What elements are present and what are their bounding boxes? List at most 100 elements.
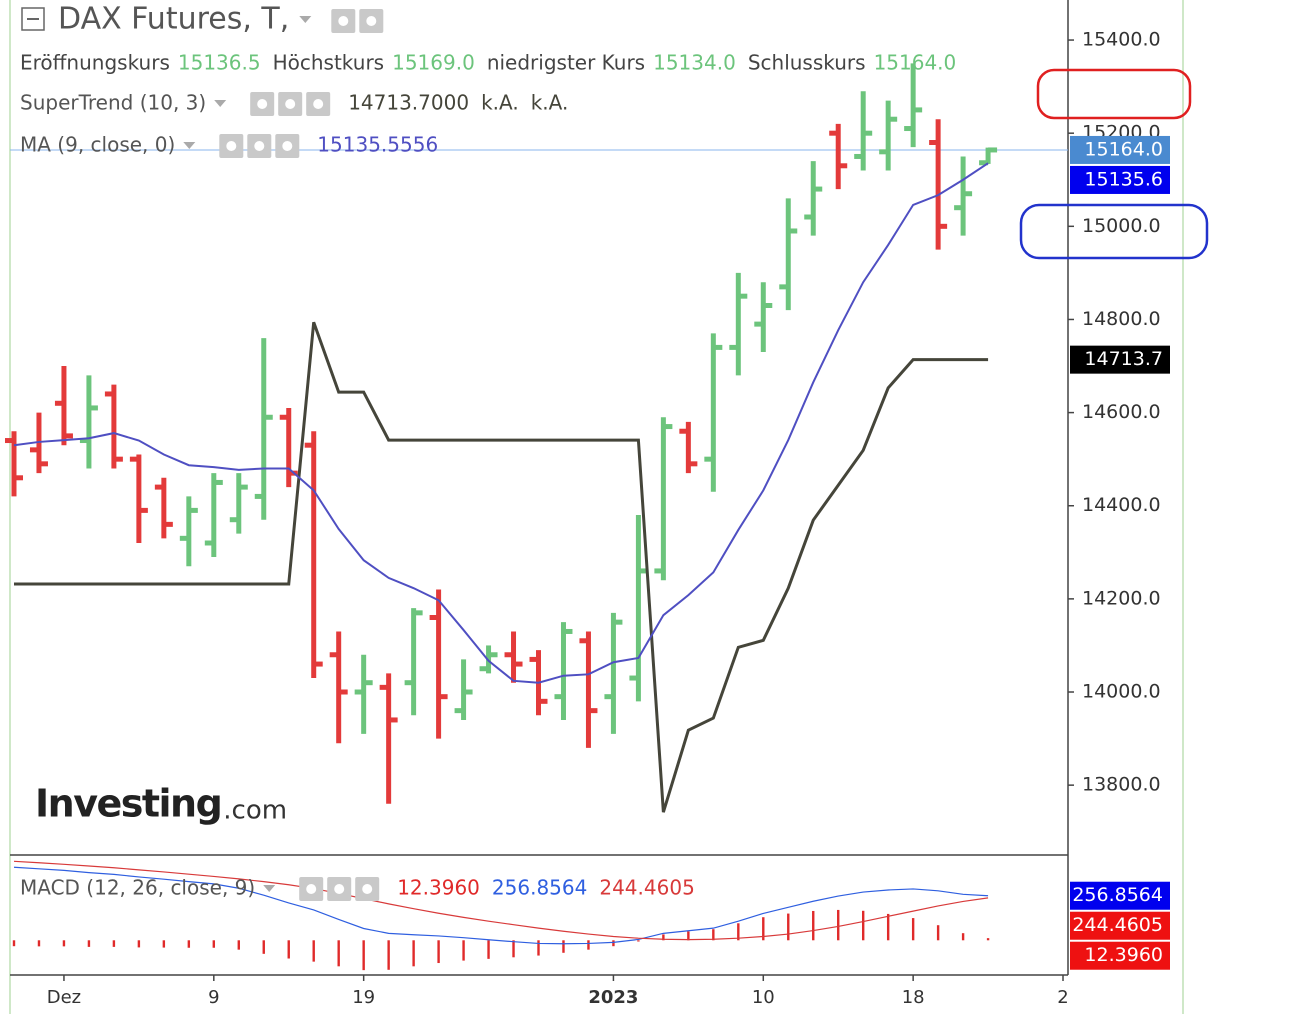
legend-icon-glyph <box>366 16 377 26</box>
histogram-bar <box>437 940 440 964</box>
dropdown-caret[interactable] <box>299 16 312 23</box>
macd-line <box>13 860 989 941</box>
macd-title: MACD (12, 26, close, 9) <box>20 876 255 900</box>
price-tag <box>1070 941 1170 970</box>
legend-series-value: k.A. <box>531 91 569 115</box>
legend-value: 15134.0 <box>653 51 736 75</box>
histogram-bar <box>337 940 340 967</box>
legend-value: 15164.0 <box>874 51 957 75</box>
histogram-bar <box>612 940 615 947</box>
histogram-bar <box>137 940 141 948</box>
histogram-bar <box>162 940 166 948</box>
histogram-bar <box>986 938 990 941</box>
y-tick-label: 15000.0 <box>1082 215 1161 237</box>
macd-value: 256.8564 <box>492 876 587 900</box>
price-tag <box>1070 881 1170 910</box>
histogram-bar <box>837 909 840 941</box>
blue-annotation <box>1019 203 1209 260</box>
price-tag <box>1070 135 1170 164</box>
legend-label: Schlusskurs <box>748 51 866 75</box>
histogram-bar <box>562 940 565 953</box>
watermark: .com <box>223 796 287 826</box>
macd-value: 244.4605 <box>599 876 694 900</box>
histogram-bar <box>87 940 91 947</box>
indicator-line <box>13 162 989 684</box>
histogram-bar <box>212 940 216 948</box>
histogram-bar <box>662 934 665 941</box>
x-tick-label: 10 <box>752 987 775 1008</box>
red-annotation <box>1036 68 1192 120</box>
x-tick-label: 2 <box>1057 987 1068 1008</box>
legend-icon-glyph <box>257 99 268 109</box>
histogram-bar <box>587 940 590 950</box>
legend-icon-glyph <box>362 884 373 894</box>
histogram-bar <box>37 940 41 947</box>
price-tag-label: 244.4605 <box>1072 914 1163 936</box>
price-tag <box>1070 165 1170 194</box>
x-tick-label: 19 <box>352 987 375 1008</box>
legend-series-value: 15135.5556 <box>317 133 438 157</box>
histogram-bar <box>112 940 116 947</box>
histogram-bar <box>237 940 240 950</box>
legend-value: 15136.5 <box>178 51 261 75</box>
histogram-bar <box>287 940 290 959</box>
histogram-bar <box>387 940 390 970</box>
histogram-bar <box>512 940 515 958</box>
legend-icon-glyph <box>338 16 349 26</box>
y-tick-label: 15400.0 <box>1082 29 1161 51</box>
histogram-bar <box>886 913 890 941</box>
plot-layer: 13800.0 14000.0 14200.0 14400.0 14600.0 14800… <box>4 2 1170 1008</box>
price-tag <box>1070 345 1170 374</box>
indicator-line <box>13 321 989 813</box>
legend-icon-glyph <box>285 99 296 109</box>
histogram-bar <box>737 923 740 941</box>
histogram-bar <box>936 925 940 941</box>
x-tick-label: Dez <box>47 987 81 1008</box>
histogram-bar <box>911 918 915 941</box>
legend-series-value: 14713.7000 <box>348 91 469 115</box>
histogram-bar <box>762 917 765 941</box>
y-tick-label: 14000.0 <box>1082 681 1161 703</box>
y-tick-label: 14400.0 <box>1082 494 1161 516</box>
dropdown-caret[interactable] <box>183 142 196 149</box>
collapse-box[interactable] <box>21 7 45 31</box>
histogram-bar <box>362 940 365 971</box>
histogram-bar <box>961 933 965 941</box>
legend-series-name: MA (9, close, 0) <box>20 133 175 157</box>
histogram-bar <box>487 940 490 959</box>
legend-label: Eröffnungskurs <box>20 51 170 75</box>
chart-title: DAX Futures, T, <box>58 2 289 37</box>
macd-value: 12.3960 <box>397 876 480 900</box>
histogram-bar <box>187 940 191 948</box>
legend-icon-glyph <box>334 884 345 894</box>
dropdown-caret[interactable] <box>214 100 227 107</box>
histogram-bar <box>537 940 540 956</box>
y-tick-label: 13800.0 <box>1082 774 1161 796</box>
legend-icon-glyph <box>306 884 317 894</box>
histogram-bar <box>12 940 16 947</box>
x-tick-label: 18 <box>902 987 925 1008</box>
x-tick-label: 9 <box>208 987 219 1008</box>
legend-icon-glyph <box>282 141 293 151</box>
legend-series-name: SuperTrend (10, 3) <box>20 91 206 115</box>
histogram-bar <box>462 940 465 961</box>
macd-line <box>13 866 989 945</box>
histogram-bar <box>861 910 865 941</box>
legend-label: Höchstkurs <box>273 51 385 75</box>
price-tag <box>1070 911 1170 940</box>
histogram-bar <box>787 913 790 941</box>
y-tick-label: 14800.0 <box>1082 308 1161 330</box>
histogram-bar <box>712 929 715 941</box>
histogram-bar <box>312 940 315 962</box>
histogram-bar <box>812 910 815 941</box>
price-tag-label: 15164.0 <box>1084 138 1163 160</box>
legend-label: niedrigster Kurs <box>487 51 645 75</box>
histogram-bar <box>687 931 690 941</box>
legend-icon-glyph <box>226 141 237 151</box>
histogram-bar <box>412 940 415 967</box>
dropdown-caret[interactable] <box>263 885 276 892</box>
histogram-bar <box>62 940 66 947</box>
legend-icon-glyph <box>254 141 265 151</box>
